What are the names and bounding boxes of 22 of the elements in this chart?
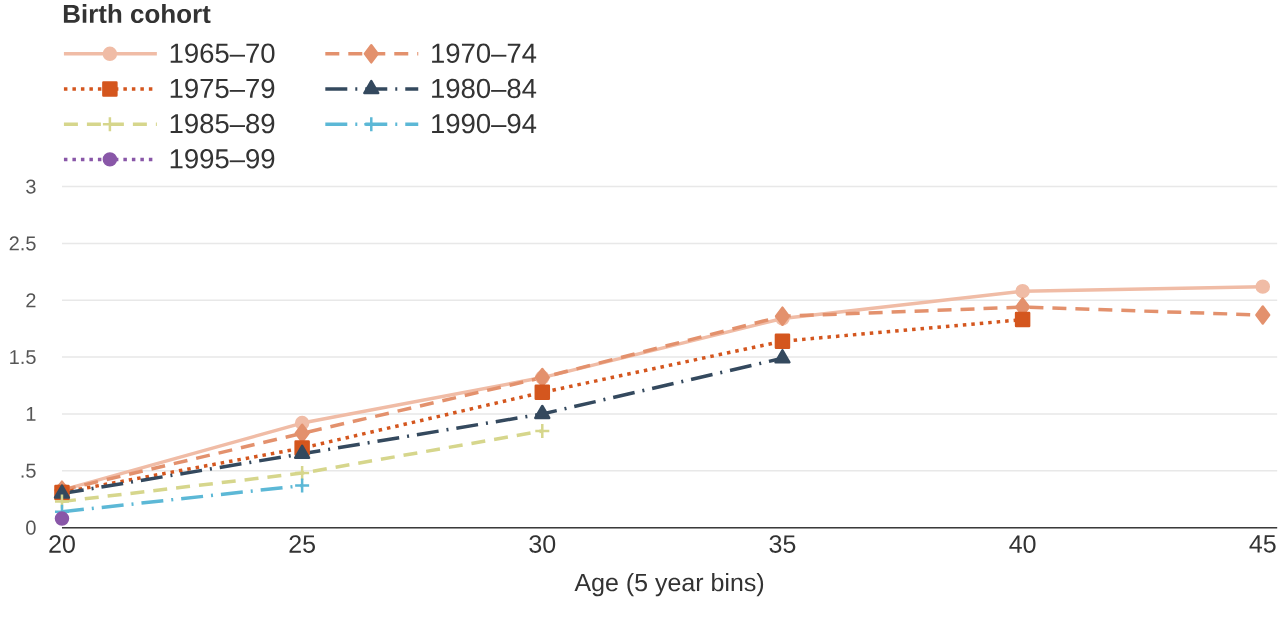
y-tick-label: 3 — [26, 179, 36, 194]
legend-label: 1990–94 — [432, 114, 537, 134]
x-tick-label: 35 — [769, 535, 796, 554]
x-tick-label: 20 — [49, 535, 75, 554]
y-tick-label: .5 — [21, 464, 36, 478]
x-tick-label: 30 — [529, 535, 556, 554]
x-tick-label: 25 — [289, 535, 315, 554]
x-axis-title: Age (5 year bins) — [574, 573, 764, 597]
legend-label: 1970–74 — [432, 43, 537, 64]
legend-title: Birth cohort — [63, 4, 211, 24]
y-tick-label: 2 — [26, 293, 36, 308]
y-tick-label: 1.5 — [10, 350, 36, 365]
x-tick-label: 45 — [1249, 535, 1276, 553]
x-tick-label: 40 — [1009, 535, 1036, 554]
legend-label: 1975–79 — [170, 78, 275, 99]
legend-label: 1985–89 — [170, 114, 275, 134]
y-tick-label: 2.5 — [9, 236, 36, 251]
legend-label: 1965–70 — [170, 43, 275, 64]
y-tick-label: 0 — [26, 520, 36, 535]
legend-label: 1980–84 — [432, 78, 537, 99]
legend-label: 1995–99 — [170, 149, 275, 169]
y-tick-label: 1 — [26, 407, 36, 422]
